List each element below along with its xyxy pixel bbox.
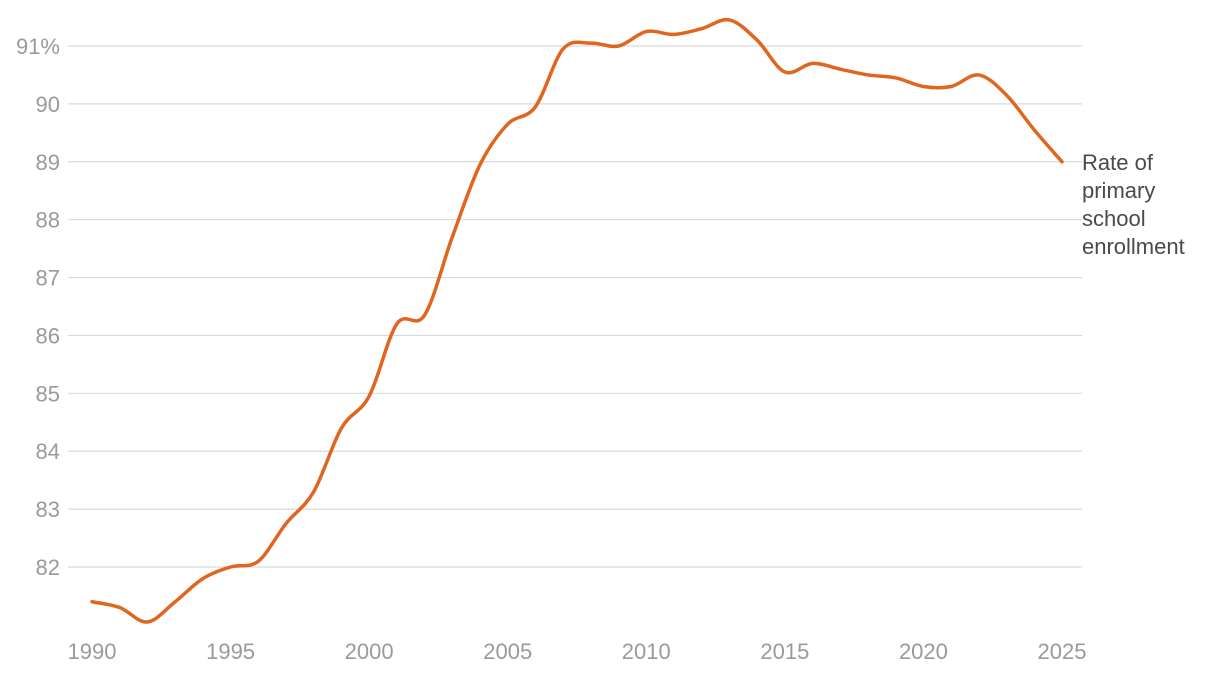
x-axis-ticks: 1990 1995 2000 2005 2010 2015 2020 2025	[68, 639, 1087, 664]
y-tick-label: 88	[36, 208, 60, 233]
y-tick-label: 86	[36, 323, 60, 348]
x-tick-label: 2010	[622, 639, 671, 664]
y-tick-label: 91%	[16, 34, 60, 59]
x-tick-label: 2005	[483, 639, 532, 664]
y-tick-label: 85	[36, 381, 60, 406]
series-label-line: school	[1082, 206, 1146, 231]
y-tick-label: 89	[36, 150, 60, 175]
y-tick-label: 90	[36, 92, 60, 117]
grid-lines	[68, 45, 1082, 568]
x-tick-label: 2020	[899, 639, 948, 664]
y-axis-ticks: 82 83 84 85 86 87 88 89 90 91%	[16, 34, 60, 580]
y-tick-label: 87	[36, 266, 60, 291]
series-labels: Rate of primary school enrollment	[1082, 150, 1185, 259]
series-line-enrollment	[90, 17, 1064, 624]
x-tick-label: 2015	[760, 639, 809, 664]
y-tick-label: 83	[36, 497, 60, 522]
series-layer	[90, 17, 1064, 624]
y-tick-label: 84	[36, 439, 60, 464]
series-label-line: enrollment	[1082, 234, 1185, 259]
x-tick-label: 1995	[206, 639, 255, 664]
x-tick-label: 1990	[68, 639, 117, 664]
x-tick-label: 2025	[1038, 639, 1087, 664]
series-label-line: primary	[1082, 178, 1155, 203]
series-label: Rate of primary school enrollment	[1082, 150, 1185, 259]
y-tick-label: 82	[36, 555, 60, 580]
x-tick-label: 2000	[345, 639, 394, 664]
series-label-line: Rate of	[1082, 150, 1154, 175]
